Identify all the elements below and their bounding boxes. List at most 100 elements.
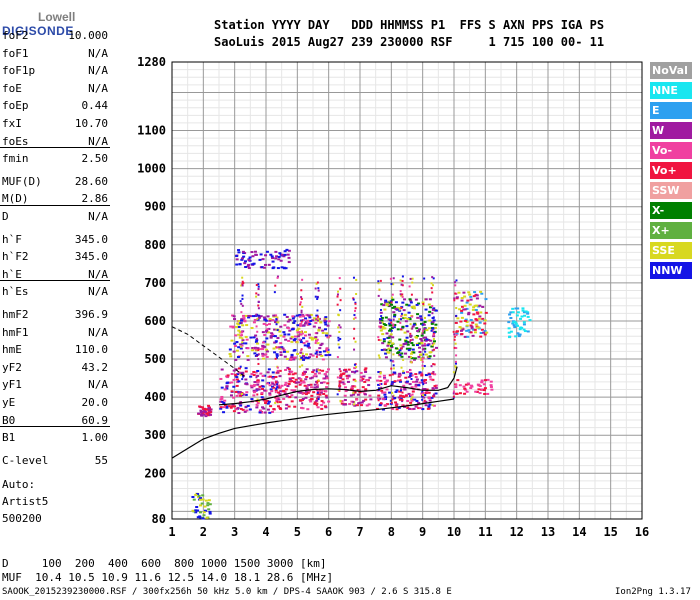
echo-point (369, 398, 373, 401)
echo-point (376, 379, 380, 382)
echo-point (406, 330, 410, 333)
echo-point (245, 391, 249, 394)
echo-point (408, 355, 412, 358)
echo-point (219, 407, 223, 410)
echo-point (489, 380, 493, 383)
echo-point (284, 388, 288, 391)
echo-point (191, 509, 195, 512)
echo-point (303, 344, 307, 347)
echo-point (423, 342, 426, 345)
echo-point (301, 355, 305, 358)
echo-point (237, 380, 241, 383)
echo-point (300, 331, 303, 334)
echo-point (394, 347, 398, 350)
echo-point (230, 390, 234, 393)
echo-point (235, 384, 239, 387)
echo-point (353, 363, 356, 366)
echo-point (391, 398, 394, 401)
echo-point (263, 334, 267, 337)
echo-point (237, 325, 241, 328)
echo-point (320, 407, 324, 410)
echo-point (383, 383, 387, 386)
param-name: foF1 (2, 46, 29, 60)
echo-point (399, 390, 402, 393)
echo-point (279, 325, 283, 328)
echo-point (391, 342, 395, 345)
echo-point (257, 388, 261, 391)
echo-point (267, 368, 271, 371)
echo-point (347, 374, 351, 377)
param-value: N/A (88, 134, 108, 148)
echo-point (276, 386, 279, 389)
echo-point (285, 315, 289, 318)
param-row: C-level 55 (2, 454, 108, 468)
echo-point (301, 402, 304, 405)
echo-point (255, 325, 258, 328)
echo-point (425, 338, 429, 341)
echo-point (238, 390, 242, 393)
echo-point (203, 505, 207, 508)
echo-point (407, 341, 411, 344)
echo-point (256, 393, 259, 396)
echo-point (253, 346, 257, 349)
echo-point (401, 275, 404, 278)
echo-point (415, 380, 419, 383)
echo-point (421, 353, 425, 356)
echo-point (278, 369, 282, 372)
echo-point (401, 399, 404, 402)
echo-point (389, 300, 393, 303)
echo-point (318, 347, 322, 350)
echo-point (418, 350, 422, 353)
echo-point (432, 319, 436, 322)
echo-point (261, 346, 265, 349)
echo-point (460, 316, 464, 319)
echo-point (207, 409, 211, 412)
echo-point (286, 385, 290, 388)
echo-point (265, 328, 269, 331)
echo-point (431, 387, 435, 390)
x-tick-label: 2 (200, 525, 207, 539)
echo-point (395, 389, 399, 392)
echo-point (428, 399, 432, 402)
echo-point (377, 399, 380, 402)
echo-point (421, 395, 424, 398)
echo-point (463, 392, 467, 395)
echo-point (415, 404, 419, 407)
echo-point (378, 375, 382, 378)
echo-point (268, 392, 272, 395)
echo-point (244, 314, 248, 317)
echo-point (270, 255, 274, 258)
echo-point (246, 358, 250, 361)
echo-point (454, 284, 457, 287)
echo-point (278, 401, 282, 404)
echo-point (229, 325, 233, 328)
echo-point (520, 326, 524, 329)
echo-point (388, 304, 392, 307)
echo-point (397, 396, 401, 399)
echo-point (239, 365, 242, 368)
echo-point (239, 322, 243, 325)
echo-point (257, 283, 260, 286)
echo-point (349, 388, 353, 391)
echo-point (455, 292, 458, 295)
echo-point (396, 320, 400, 323)
echo-point (247, 263, 251, 266)
echo-point (262, 266, 266, 269)
echo-point (410, 377, 413, 380)
echo-point (263, 318, 267, 321)
echo-point (295, 314, 299, 317)
echo-point (353, 404, 357, 407)
echo-point (277, 258, 281, 261)
echo-point (236, 373, 240, 376)
echo-point (198, 498, 202, 501)
echo-point (287, 368, 291, 371)
echo-point (430, 365, 433, 368)
echo-point (521, 309, 525, 312)
echo-point (352, 400, 355, 403)
echo-point (423, 387, 427, 390)
echo-point (304, 378, 308, 381)
echo-point (276, 371, 279, 374)
echo-point (391, 391, 394, 394)
echo-point (225, 405, 229, 408)
echo-point (301, 318, 305, 321)
